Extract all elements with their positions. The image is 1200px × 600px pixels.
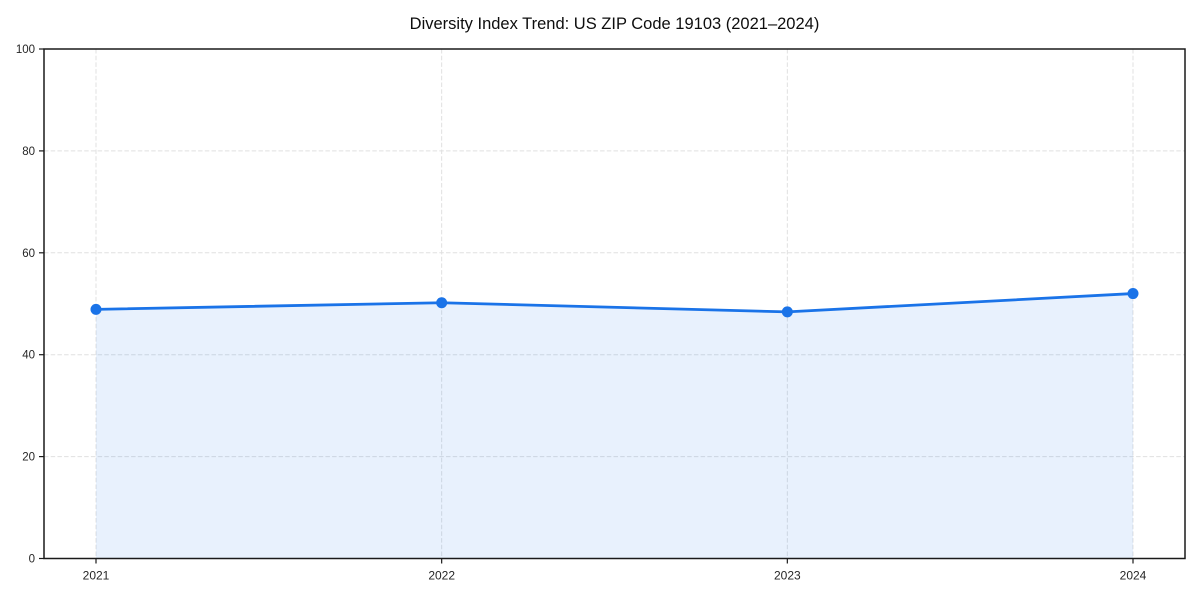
y-tick-label-40: 40 [22,350,35,362]
y-tick-label-80: 80 [22,146,35,158]
x-tick-label-2021: 2021 [83,569,110,583]
y-tick-label-100: 100 [16,44,35,56]
chart-title: Diversity Index Trend: US ZIP Code 19103… [409,15,820,33]
y-tick-label-0: 0 [29,554,35,566]
x-tick-label-2022: 2022 [428,569,455,583]
x-tick-label-2024: 2024 [1120,569,1147,583]
plot-border [43,48,1186,560]
x-tick-label-2023: 2023 [774,569,801,583]
trend-line [94,292,1135,314]
data-point-2024 [1127,288,1139,300]
area-fill [96,293,1133,559]
y-tick-label-60: 60 [22,248,35,260]
y-tick-label-20: 20 [22,452,35,464]
data-point-2021 [90,303,102,315]
data-point-2022 [436,297,448,309]
data-point-2023 [781,306,793,318]
